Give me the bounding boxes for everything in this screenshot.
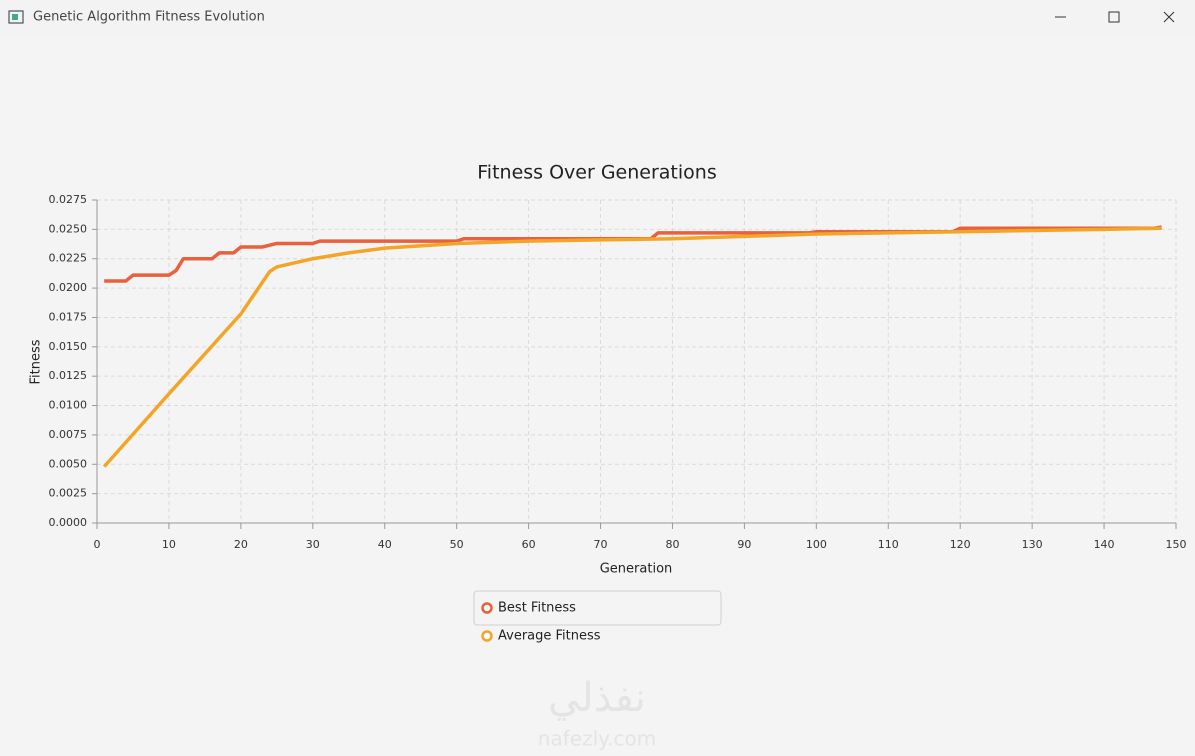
y-tick-label: 0.0225	[49, 252, 88, 265]
x-tick-label: 120	[950, 538, 971, 551]
legend	[473, 590, 722, 626]
y-tick-label: 0.0150	[49, 340, 88, 353]
legend-label: Average Fitness	[498, 629, 601, 644]
plot: 0.0000 0.0025 0.0050 0.0075 0.0100 0.0125 0.01…	[49, 193, 1187, 644]
y-tick-label: 0.0075	[49, 428, 88, 441]
legend-symbol	[481, 630, 493, 642]
x-tick-label: 110	[878, 538, 899, 551]
x-tick-label: 90	[737, 538, 751, 551]
app-icon	[8, 10, 24, 24]
x-tick-label: 60	[522, 538, 536, 551]
x-tick-label: 50	[450, 538, 464, 551]
y-tick-label: 0.0100	[49, 399, 88, 412]
y-tick-label: 0.0025	[49, 487, 88, 500]
chart-title: Fitness Over Generations	[477, 162, 716, 184]
y-tick-label: 0.0000	[49, 516, 88, 529]
series-line	[104, 225, 1162, 283]
watermark: نفذلي	[548, 675, 646, 721]
x-tick-label: 40	[378, 538, 392, 551]
maximize-button[interactable]	[1108, 11, 1120, 23]
x-tick-label: 30	[306, 538, 320, 551]
watermark-url: nafezly.com	[538, 727, 656, 751]
x-tick-label: 10	[162, 538, 176, 551]
x-tick-label: 130	[1022, 538, 1043, 551]
title-bar	[0, 0, 1195, 34]
window-title: Genetic Algorithm Fitness Evolution	[33, 10, 265, 25]
x-tick-label: 140	[1094, 538, 1115, 551]
x-axis-label: Generation	[600, 562, 673, 577]
close-button[interactable]	[1163, 11, 1175, 23]
x-tick-label: 0	[94, 538, 101, 551]
x-tick-label: 100	[806, 538, 827, 551]
y-tick-label: 0.0250	[49, 222, 88, 235]
series-line	[102, 226, 1162, 468]
x-tick-label: 70	[594, 538, 608, 551]
y-tick-label: 0.0275	[49, 193, 88, 206]
y-tick-label: 0.0050	[49, 457, 88, 470]
x-tick-label: 150	[1166, 538, 1187, 551]
x-tick-label: 20	[234, 538, 248, 551]
legend-symbol	[481, 602, 493, 614]
app-icon-inner	[12, 14, 18, 20]
y-tick-label: 0.0175	[49, 310, 88, 323]
legend-label: Best Fitness	[498, 601, 576, 616]
y-tick-label: 0.0200	[49, 281, 88, 294]
y-tick-label: 0.0125	[49, 369, 88, 382]
y-axis-label: Fitness	[29, 339, 44, 384]
x-tick-label: 80	[665, 538, 679, 551]
